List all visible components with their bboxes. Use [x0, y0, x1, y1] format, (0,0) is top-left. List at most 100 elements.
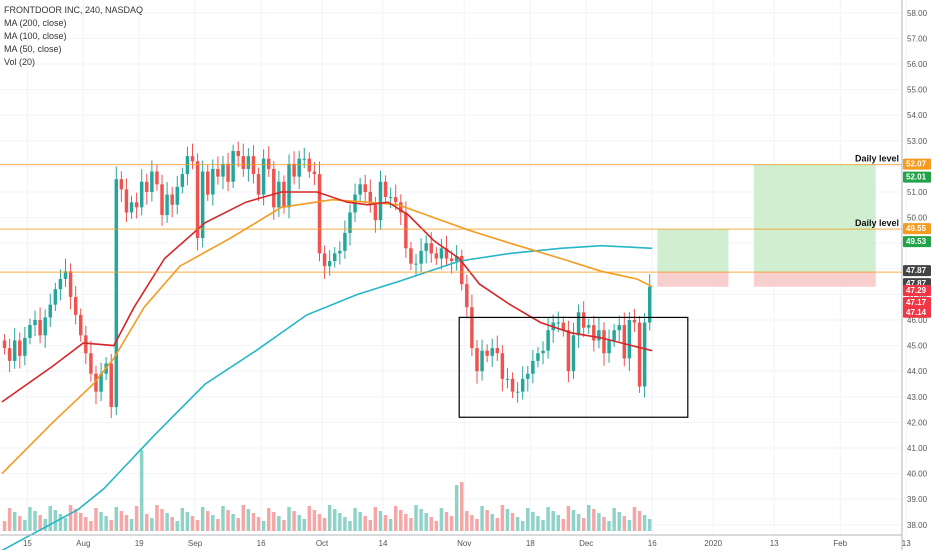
candle-body: [206, 171, 210, 195]
volume-bar: [79, 513, 83, 531]
volume-bar: [343, 517, 347, 531]
volume-bar: [48, 506, 52, 531]
price-tick-label: 58.00: [907, 9, 928, 18]
volume-bar: [454, 485, 459, 531]
volume-bar: [190, 516, 195, 531]
volume-bar: [185, 512, 190, 531]
candle-body: [571, 335, 576, 372]
candle-body: [175, 186, 179, 205]
volume-bar: [399, 510, 403, 531]
volume-bar: [495, 518, 500, 531]
candle-body: [333, 253, 337, 262]
legend-volume[interactable]: Vol (20): [4, 57, 36, 67]
candle-body: [139, 181, 144, 208]
price-label-tag: [903, 265, 931, 277]
volume-bar: [617, 512, 621, 531]
time-tick-label: Oct: [316, 539, 329, 548]
volume-bar: [632, 507, 637, 531]
candle-body: [297, 158, 301, 177]
volume-bar: [393, 506, 398, 531]
candle-body: [195, 161, 200, 239]
volume-bar: [170, 517, 174, 531]
volume-bar: [551, 511, 555, 531]
candle-body: [241, 156, 246, 169]
volume-bar: [241, 505, 246, 531]
time-tick-label: 14: [379, 539, 388, 548]
candle-body: [475, 348, 479, 372]
volume-bar: [353, 508, 357, 531]
volume-bar: [124, 515, 129, 531]
volume-bar: [475, 519, 479, 531]
volume-bar: [444, 512, 449, 531]
candle-body: [587, 325, 591, 328]
candle-body: [216, 168, 220, 177]
price-label-text: 47.87: [906, 266, 927, 275]
volume-bar: [383, 515, 388, 531]
candle-body: [343, 232, 347, 251]
volume-bar: [419, 509, 423, 531]
legend-ma-100[interactable]: MA (100, close): [4, 31, 67, 41]
volume-bar: [571, 510, 576, 531]
volume-bar: [145, 514, 149, 531]
target-zones: [657, 164, 876, 287]
candle-body: [607, 340, 611, 354]
candle-body: [231, 151, 235, 182]
volume-bar: [160, 509, 164, 531]
price-tick-label: 38.00: [907, 521, 928, 530]
volume-bar: [307, 506, 312, 531]
volume-bar: [256, 517, 261, 531]
volume-bar: [68, 505, 73, 531]
volume-bar: [531, 512, 535, 531]
candle-body: [109, 363, 113, 408]
volume-bar: [541, 520, 545, 531]
price-label-text: 52.01: [906, 173, 927, 182]
candle-body: [429, 243, 433, 254]
candle-body: [272, 168, 276, 208]
ma-line: [1, 191, 653, 403]
legend-ma-200[interactable]: MA (200, close): [4, 18, 67, 28]
candle-body: [642, 322, 647, 387]
candle-body: [53, 289, 58, 305]
legend-ma-50[interactable]: MA (50, close): [4, 44, 62, 54]
candle-body: [226, 163, 230, 182]
volume-bar: [490, 514, 494, 531]
volume-bar: [104, 516, 108, 531]
candle-body: [490, 348, 494, 356]
consolidation-rectangle[interactable]: [458, 316, 689, 418]
candle-body: [150, 171, 154, 192]
chart-legend: FRONTDOOR INC, 240, NASDAQ MA (200, clos…: [4, 4, 143, 69]
volume-bar: [43, 519, 47, 531]
candle-body: [185, 156, 190, 175]
candle-body: [277, 181, 281, 208]
candle-body: [526, 373, 530, 379]
candle-body: [266, 158, 271, 169]
volume-bar: [7, 508, 12, 531]
time-tick-label: Dec: [579, 539, 593, 548]
price-tick-label: 44.00: [907, 367, 928, 376]
time-tick-label: Feb: [833, 539, 847, 548]
volume-bar: [236, 518, 240, 531]
candle-body: [510, 378, 515, 392]
price-tick-label: 54.00: [907, 111, 928, 120]
candle-body: [393, 197, 398, 203]
volume-bar: [566, 506, 571, 531]
volume-bar: [114, 507, 119, 531]
candle-body: [439, 248, 444, 259]
candle-body: [480, 350, 484, 372]
volume-bar: [404, 514, 408, 531]
volume-bar: [246, 509, 251, 531]
candle-body: [460, 255, 464, 285]
price-label-text: 49.53: [906, 237, 927, 246]
candle-body: [129, 202, 134, 213]
annotations: Daily level Daily level: [855, 154, 899, 229]
price-label-text: 47.29: [906, 286, 927, 295]
consolidation-box[interactable]: [458, 316, 689, 418]
price-tick-label: 55.00: [907, 86, 928, 95]
candle-body: [500, 353, 505, 379]
time-tick-label: Sep: [188, 539, 203, 548]
volume-bar: [18, 516, 22, 531]
volume-bar: [63, 518, 68, 531]
daily-level-label: Daily level: [855, 218, 899, 228]
